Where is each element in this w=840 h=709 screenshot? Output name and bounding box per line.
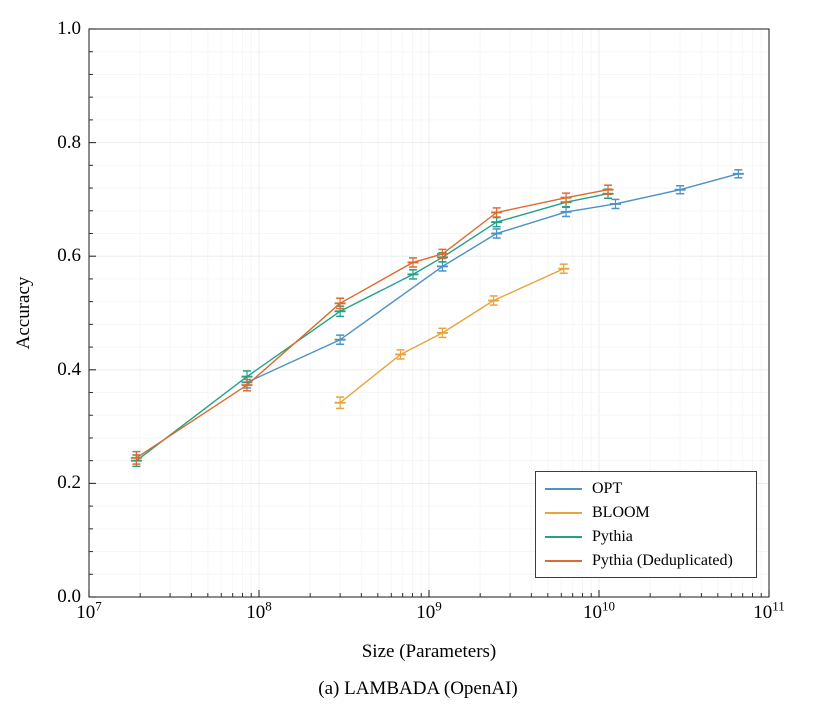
series-pythia-deduplicated [130,184,614,465]
data-point [407,269,419,280]
legend-line-sample [545,512,582,514]
data-point [609,198,621,210]
data-point [560,206,572,218]
y-tick-label: 0.8 [57,132,81,153]
plot-border [88,28,770,598]
data-point [241,378,253,392]
legend-line-sample [545,560,582,562]
y-tick-label: 1.0 [57,18,81,39]
axis-ticks [88,28,770,598]
legend-item-pythia-dedup: Pythia (Deduplicated) [536,549,756,573]
series-pythia [130,188,614,468]
x-tick-label: 1010 [583,598,615,623]
legend-label: OPT [592,480,623,497]
data-point [436,327,448,339]
legend-item-bloom: BLOOM [536,501,756,525]
data-point [334,396,346,410]
data-point [334,297,346,310]
data-point [674,185,686,195]
y-axis-label: Accuracy [13,276,34,350]
y-tick-label: 0.6 [57,245,81,266]
data-point [732,169,744,179]
x-tick-label: 108 [246,598,272,623]
x-tick-label: 1011 [753,598,785,623]
x-axis-label: Size (Parameters) [361,641,497,662]
y-tick-label: 0.2 [57,472,81,493]
data-point [436,248,448,260]
legend-label: BLOOM [592,504,650,521]
data-point [558,263,570,274]
x-tick-label: 107 [76,598,102,623]
y-tick-label: 0.4 [57,359,81,380]
legend-line-sample [545,488,582,490]
data-point [407,257,419,268]
data-point [491,228,503,239]
data-point [491,207,503,218]
legend-label: Pythia (Deduplicated) [592,552,733,569]
legend-item-pythia: Pythia [536,525,756,549]
data-point [602,184,614,196]
data-point [395,349,407,360]
legend: OPT BLOOM Pythia Pythia (Deduplicated) [535,471,757,578]
figure-caption: (a) LAMBADA (OpenAI) [318,678,518,699]
legend-line-sample [545,536,582,538]
y-tick-label: 0.0 [57,586,81,607]
data-point [130,450,142,465]
data-point [560,192,572,203]
data-point [334,334,346,345]
series-bloom [334,263,570,410]
x-tick-label: 109 [416,598,442,623]
legend-item-opt: OPT [536,477,756,501]
data-point [488,295,500,306]
legend-label: Pythia [592,528,633,545]
